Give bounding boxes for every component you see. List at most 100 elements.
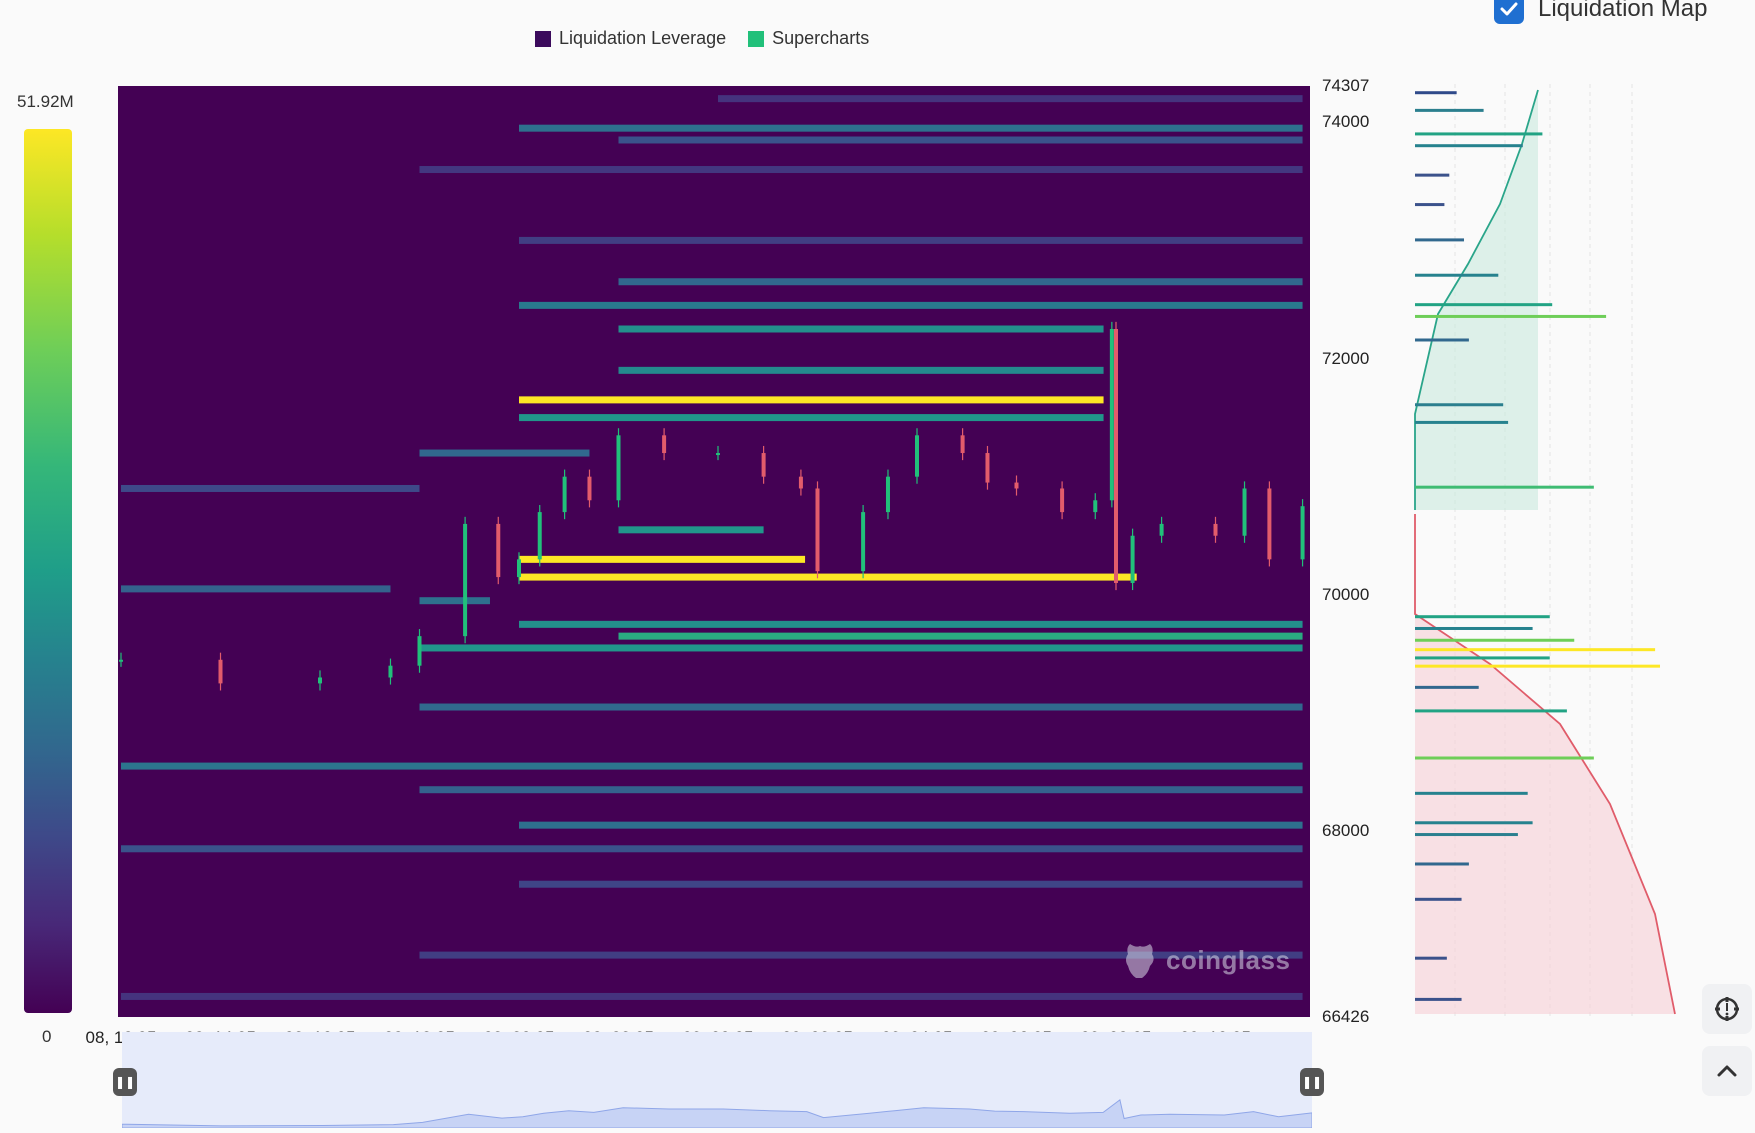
liq-map-bar <box>1415 273 1499 277</box>
settings-icon[interactable] <box>1702 984 1752 1034</box>
y-tick-label: 74307 <box>1322 76 1370 95</box>
liq-map-bar <box>1415 108 1484 112</box>
checkbox-checked-icon[interactable] <box>1494 0 1524 24</box>
legend-swatch-supercharts <box>748 30 765 47</box>
candle-body <box>985 453 990 483</box>
candle-body <box>616 435 621 501</box>
liq-map-bar <box>1415 685 1479 689</box>
liquidation-heatmap[interactable] <box>118 86 1310 1017</box>
heat-band <box>519 236 1303 244</box>
candle-body <box>562 476 567 513</box>
heat-band <box>121 585 391 593</box>
candle-body <box>1300 506 1305 560</box>
liq-map-bar <box>1415 203 1445 207</box>
candle-body <box>915 435 919 477</box>
y-tick-label: 74000 <box>1322 112 1370 132</box>
heat-band <box>618 632 1303 640</box>
liq-map-bar <box>1415 238 1464 242</box>
liquidation-map-toggle[interactable]: Liquidation Map <box>1494 0 1707 24</box>
liq-map-bar <box>1415 626 1533 630</box>
candle-body <box>417 636 422 666</box>
y-tick-label: 68000 <box>1322 821 1370 841</box>
liq-map-bar <box>1415 173 1450 177</box>
candle-body <box>1159 523 1164 536</box>
liquidation-map-panel <box>1410 84 1696 1018</box>
liq-map-bar <box>1415 862 1469 866</box>
legend-supercharts[interactable]: Supercharts <box>748 28 869 49</box>
liq-map-bar <box>1415 791 1528 795</box>
legend-liquidation-leverage[interactable]: Liquidation Leverage <box>535 28 726 49</box>
candle-body <box>1213 523 1218 536</box>
liq-map-bar <box>1415 756 1594 760</box>
watermark: coinglass <box>1122 940 1290 980</box>
heat-band <box>419 951 1303 959</box>
liq-map-bar <box>1415 314 1607 318</box>
heat-band <box>519 880 1303 888</box>
liq-map-bar <box>1415 648 1656 652</box>
candle-body <box>218 659 223 684</box>
liq-map-bar <box>1415 338 1469 342</box>
liq-map-bar <box>1415 403 1504 407</box>
liq-map-bar <box>1415 897 1462 901</box>
heat-band <box>519 821 1303 829</box>
liquidation-map-label: Liquidation Map <box>1538 0 1708 22</box>
liquidation-map-svg <box>1414 84 1676 1018</box>
legend-swatch-leverage <box>535 30 551 47</box>
candle-body <box>1242 488 1247 536</box>
heat-band <box>618 278 1303 286</box>
navigator-left-handle[interactable]: ❚❚ <box>113 1068 137 1096</box>
candle-body <box>463 523 468 637</box>
heat-band <box>121 992 1303 1000</box>
candle-body <box>960 435 965 454</box>
candle-body <box>662 435 667 454</box>
candle-body <box>761 453 766 477</box>
liq-cumulative-short-line <box>1414 89 1539 510</box>
heat-band <box>718 95 1303 103</box>
candle-body <box>861 512 866 572</box>
liq-map-bar <box>1415 833 1518 837</box>
liq-map-bar <box>1415 91 1457 95</box>
candle-body <box>318 677 322 684</box>
navigator-area <box>121 1099 1313 1129</box>
y-tick-label: 70000 <box>1322 584 1370 604</box>
heat-band <box>121 484 420 492</box>
heat-band <box>618 325 1104 333</box>
heat-band <box>419 644 1303 652</box>
liq-map-bar <box>1415 956 1447 960</box>
candle-body <box>517 559 521 578</box>
candle-body <box>1060 488 1065 513</box>
time-navigator[interactable] <box>121 1032 1313 1129</box>
heat-band <box>519 396 1104 404</box>
heat-band <box>419 703 1303 711</box>
candle-body <box>798 476 803 489</box>
navigator-right-handle[interactable]: ❚❚ <box>1300 1068 1324 1096</box>
liq-map-bar <box>1415 132 1543 136</box>
y-tick-label: 72000 <box>1322 348 1370 368</box>
colorbar-min-label: 0 <box>42 1027 52 1046</box>
liq-map-bar <box>1415 664 1660 668</box>
liq-map-bar <box>1415 303 1553 307</box>
chart-legend: Liquidation Leverage Supercharts <box>535 28 869 49</box>
liq-cumulative-long-area <box>1415 514 1675 1014</box>
heat-band <box>519 573 1137 581</box>
heat-band <box>618 136 1303 144</box>
heat-band <box>121 845 1303 853</box>
heat-band <box>519 555 806 563</box>
heatmap-svg <box>118 86 1310 1017</box>
chevron-up-icon[interactable] <box>1702 1046 1752 1096</box>
liq-map-bar <box>1415 709 1567 713</box>
liq-map-bar <box>1415 420 1509 424</box>
liq-map-bar <box>1415 144 1523 148</box>
heat-band <box>419 786 1303 794</box>
candle-body <box>1267 488 1272 560</box>
colorbar <box>24 129 72 1013</box>
candle-body <box>1109 328 1114 501</box>
candle-body <box>388 665 393 678</box>
liq-map-bar <box>1415 656 1550 660</box>
liq-map-bar <box>1415 821 1533 825</box>
heat-band <box>419 166 1303 174</box>
candle-body <box>1130 535 1135 583</box>
candle-body <box>885 476 890 513</box>
liq-map-bar <box>1415 638 1575 642</box>
navigator-svg <box>121 1032 1313 1129</box>
